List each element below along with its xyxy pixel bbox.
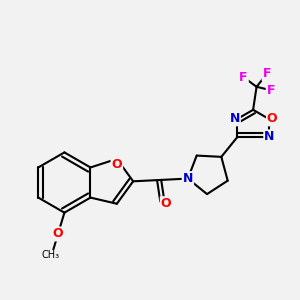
- Text: F: F: [267, 84, 275, 97]
- Text: N: N: [183, 172, 193, 185]
- Text: F: F: [262, 67, 271, 80]
- Text: CH₃: CH₃: [42, 250, 60, 260]
- Text: N: N: [230, 112, 240, 125]
- Text: N: N: [264, 130, 274, 143]
- Text: O: O: [112, 158, 122, 171]
- Text: O: O: [161, 197, 171, 210]
- Text: O: O: [53, 227, 63, 241]
- Text: F: F: [239, 71, 248, 84]
- Text: O: O: [267, 112, 278, 125]
